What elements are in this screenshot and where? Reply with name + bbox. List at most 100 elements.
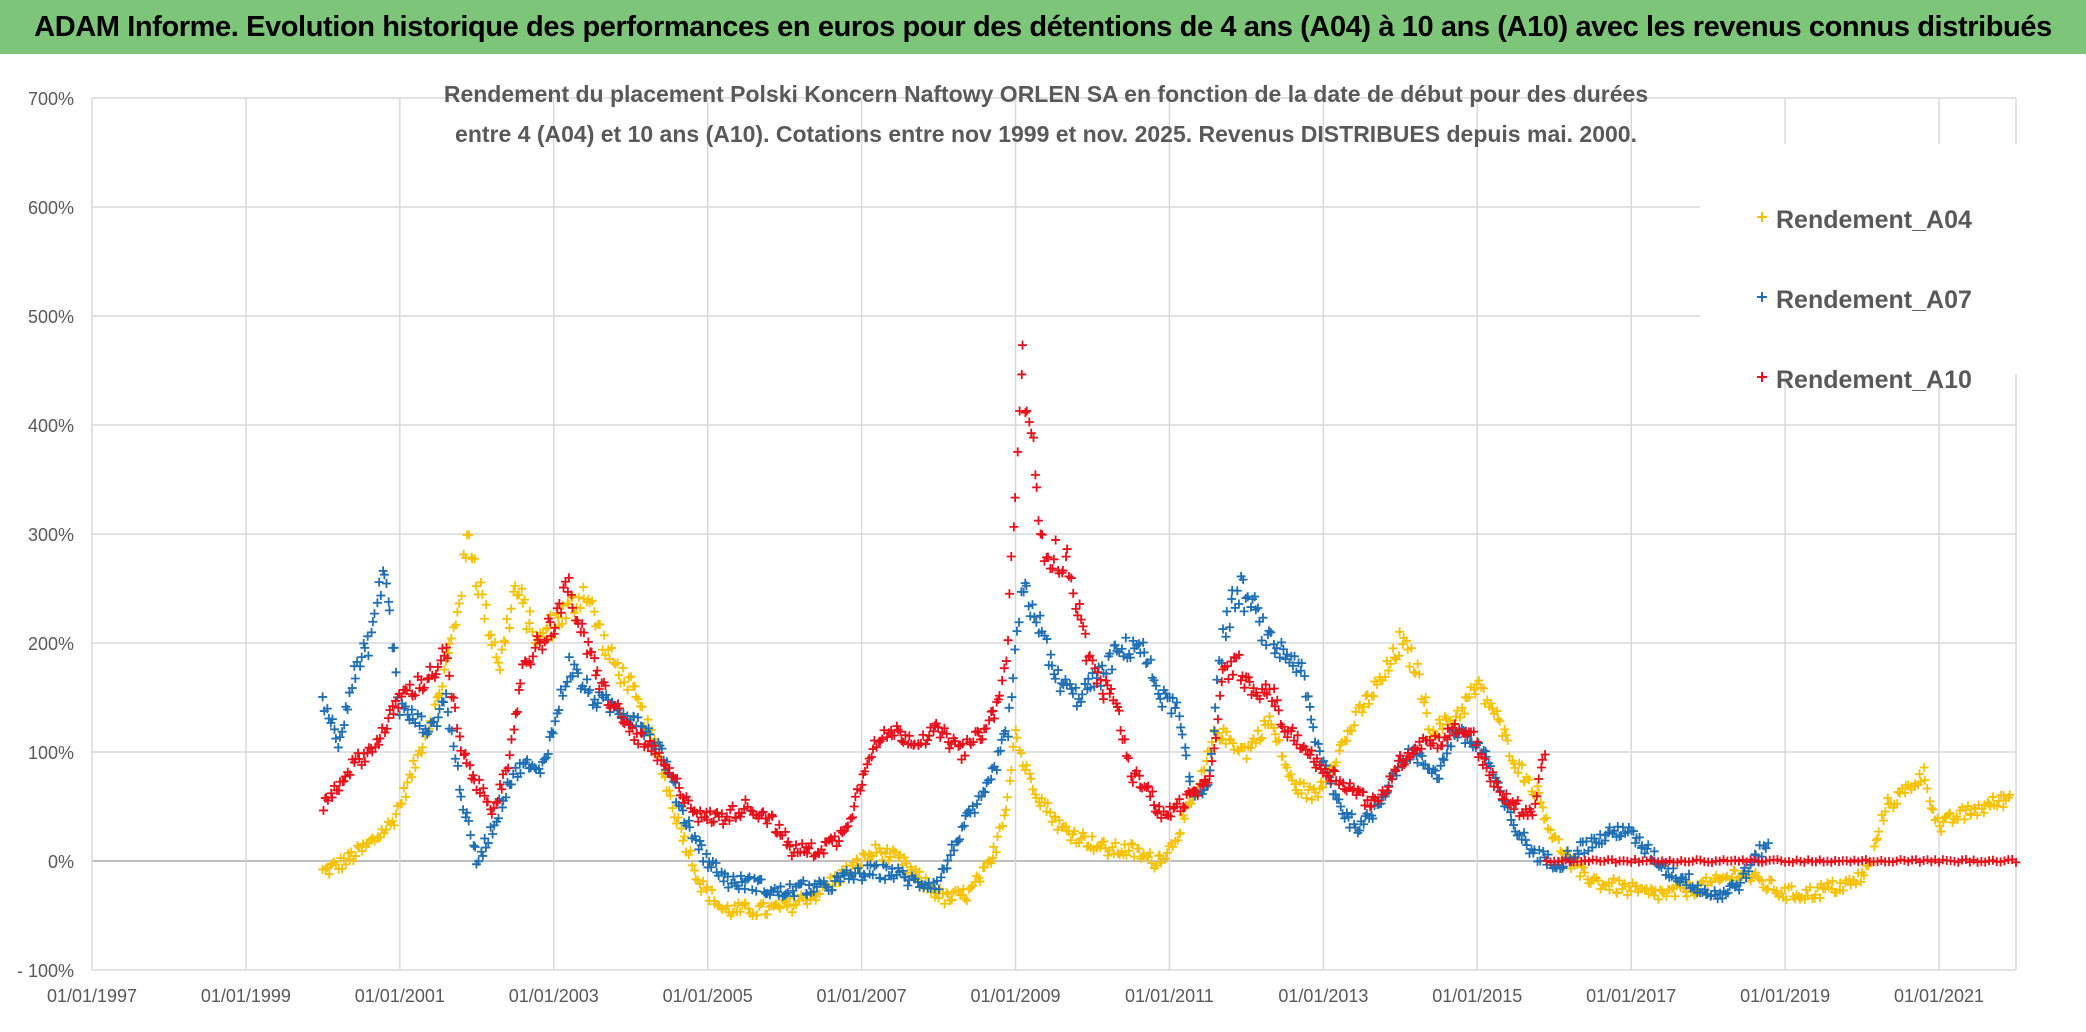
data-point bbox=[573, 668, 583, 678]
y-tick-label: - 100% bbox=[17, 961, 74, 981]
data-point bbox=[1234, 599, 1244, 609]
data-point bbox=[1178, 801, 1188, 811]
data-point bbox=[436, 655, 446, 665]
data-point bbox=[437, 681, 447, 691]
data-point bbox=[830, 831, 840, 841]
data-point bbox=[1004, 589, 1014, 599]
x-tick-label: 01/01/2009 bbox=[970, 986, 1060, 1006]
data-point bbox=[327, 714, 337, 724]
data-point bbox=[672, 774, 682, 784]
data-point bbox=[1312, 754, 1322, 764]
data-point bbox=[1022, 760, 1032, 770]
data-point bbox=[1307, 746, 1317, 756]
data-point bbox=[488, 829, 498, 839]
data-point bbox=[691, 835, 701, 845]
data-point bbox=[1368, 814, 1378, 824]
data-point bbox=[1926, 803, 1936, 813]
data-point bbox=[1667, 884, 1677, 894]
data-point bbox=[970, 808, 980, 818]
data-point bbox=[357, 652, 367, 662]
data-point bbox=[997, 675, 1007, 685]
data-point bbox=[1979, 808, 1989, 818]
data-point bbox=[413, 750, 423, 760]
data-point bbox=[1012, 733, 1022, 743]
data-point bbox=[1180, 803, 1190, 813]
data-point bbox=[643, 715, 653, 725]
data-point bbox=[676, 824, 686, 834]
data-point bbox=[1355, 825, 1365, 835]
data-point bbox=[1222, 606, 1232, 616]
data-point bbox=[376, 591, 386, 601]
data-point bbox=[1629, 826, 1638, 836]
data-point bbox=[654, 748, 664, 758]
data-point bbox=[1359, 819, 1369, 829]
data-point bbox=[1543, 850, 1553, 860]
data-point bbox=[1366, 801, 1376, 811]
data-point bbox=[471, 581, 481, 591]
data-point bbox=[486, 630, 496, 640]
data-point bbox=[1099, 694, 1109, 704]
data-point bbox=[924, 731, 934, 741]
data-point bbox=[490, 637, 500, 647]
data-point bbox=[1228, 738, 1238, 748]
data-point bbox=[616, 712, 626, 722]
data-point bbox=[922, 735, 932, 745]
data-point bbox=[1078, 621, 1088, 631]
data-point bbox=[372, 598, 382, 608]
data-point bbox=[1537, 755, 1547, 765]
data-point bbox=[318, 692, 328, 702]
data-point bbox=[1000, 810, 1010, 820]
data-point bbox=[855, 868, 865, 878]
data-point bbox=[1319, 756, 1329, 766]
x-tick-label: 01/01/1999 bbox=[201, 986, 291, 1006]
data-point bbox=[515, 678, 525, 688]
data-point bbox=[687, 860, 697, 870]
data-point bbox=[1446, 741, 1456, 751]
data-point bbox=[481, 600, 491, 610]
data-point bbox=[1611, 887, 1621, 897]
data-point bbox=[921, 739, 931, 749]
data-point bbox=[1684, 869, 1694, 879]
data-point bbox=[433, 662, 443, 672]
data-point bbox=[1001, 805, 1011, 815]
data-point bbox=[501, 792, 511, 802]
data-point bbox=[1532, 791, 1542, 801]
data-point bbox=[1128, 777, 1138, 787]
data-point bbox=[1506, 815, 1516, 825]
data-point bbox=[387, 816, 397, 826]
data-point bbox=[740, 884, 750, 894]
data-point bbox=[1871, 835, 1881, 845]
data-point bbox=[1282, 762, 1292, 772]
data-point bbox=[1000, 726, 1010, 736]
x-tick-label: 01/01/2013 bbox=[1278, 986, 1368, 1006]
data-point bbox=[791, 840, 801, 850]
data-point bbox=[389, 709, 399, 719]
data-point bbox=[819, 848, 829, 858]
data-point bbox=[672, 818, 682, 828]
data-point bbox=[453, 761, 463, 771]
data-point bbox=[1407, 749, 1417, 759]
data-point bbox=[558, 691, 568, 701]
data-point bbox=[881, 862, 891, 872]
data-point bbox=[374, 740, 384, 750]
data-point bbox=[1445, 731, 1455, 741]
data-point bbox=[1003, 635, 1013, 645]
data-point bbox=[1313, 792, 1323, 802]
data-point bbox=[959, 821, 969, 831]
data-point bbox=[2005, 790, 2015, 800]
data-point bbox=[1080, 629, 1090, 639]
data-point bbox=[1851, 879, 1861, 889]
data-point bbox=[980, 787, 990, 797]
data-point bbox=[1481, 752, 1491, 762]
data-point bbox=[1373, 796, 1383, 806]
data-point bbox=[1532, 781, 1542, 791]
data-point bbox=[1682, 891, 1692, 901]
data-point bbox=[1744, 866, 1754, 876]
data-point bbox=[1419, 697, 1429, 707]
data-point bbox=[556, 685, 566, 695]
data-point bbox=[322, 704, 332, 714]
data-point bbox=[942, 729, 952, 739]
data-point bbox=[527, 627, 537, 637]
data-point bbox=[688, 807, 698, 817]
data-point bbox=[494, 813, 504, 823]
